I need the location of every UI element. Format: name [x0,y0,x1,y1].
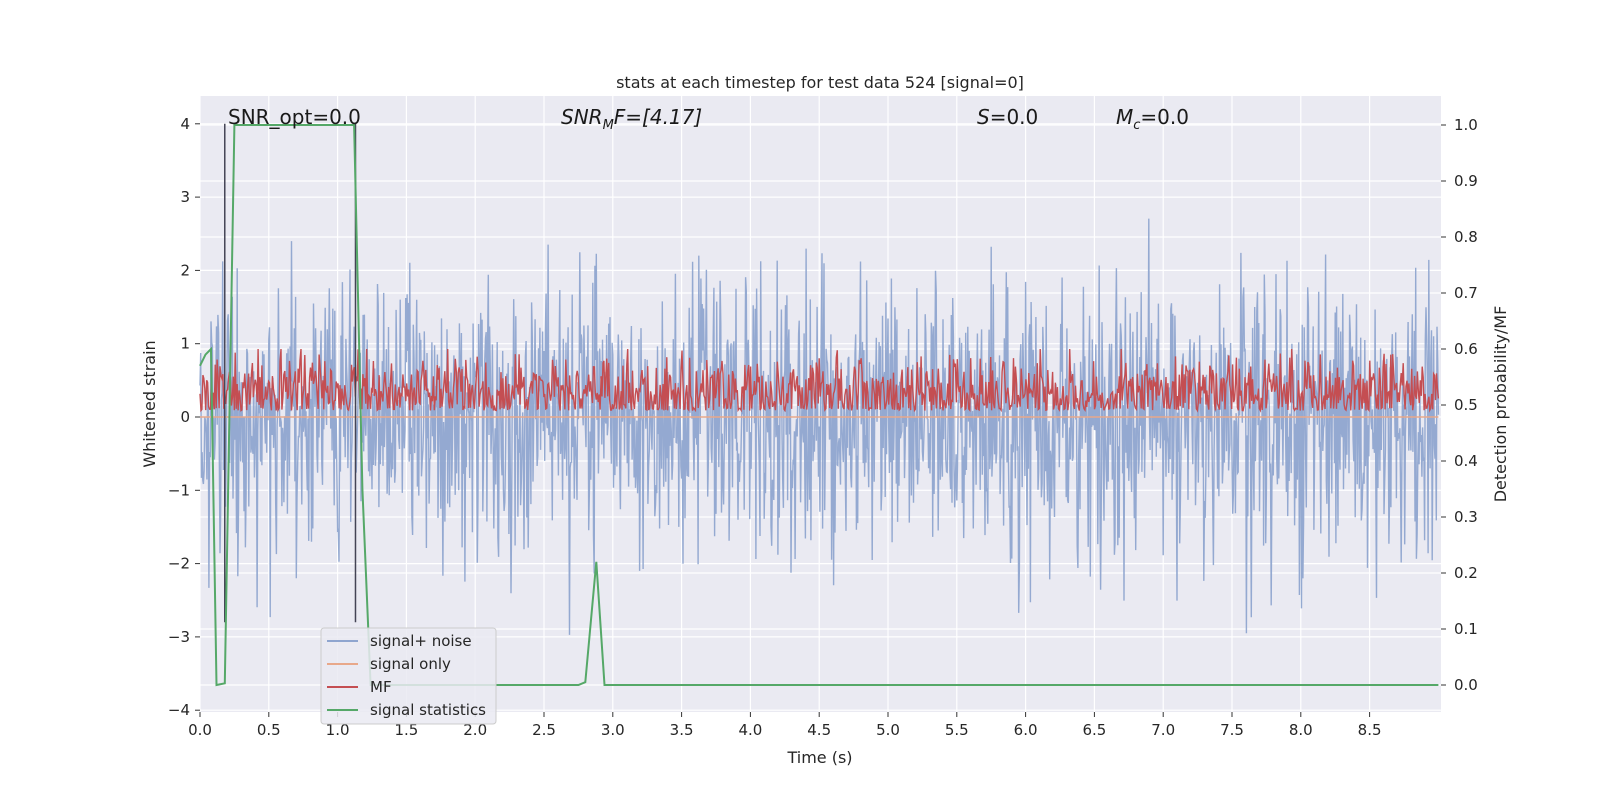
y-right-tick-label-10: 1.0 [1454,116,1478,134]
x-axis-ticks: 0.0 0.5 1.0 1.5 2.0 2.5 3.0 3.5 4.0 4.5 5.0 5.5 6.0 6… [188,712,1382,739]
x-tick-label-15: 7.5 [1220,721,1244,739]
mc-base: M [1116,105,1133,129]
y-right-tick-label-5: 0.5 [1454,396,1478,414]
x-tick-label-17: 8.5 [1358,721,1382,739]
snr-mf-annotation: SNRMF=[4.17] [561,105,702,133]
x-tick-label-11: 5.5 [945,721,969,739]
x-tick-label-4: 2.0 [463,721,487,739]
x-axis-label: Time (s) [786,748,852,767]
y-tick-label-3: −1 [168,481,190,499]
x-tick-label-3: 1.5 [394,721,418,739]
signal-statistics-line [199,124,1439,687]
legend: signal+ noise signal only MF signal stat… [320,627,497,725]
y-tick-label-7: 3 [180,188,190,206]
y-axis-ticks: −4 −3 −2 −1 0 1 2 3 4 [168,115,200,719]
snr-mf-subscript: M [603,118,614,133]
y-tick-label-4: 0 [180,408,190,426]
signal-statistics-series [199,124,1439,687]
x-tick-label-9: 4.5 [807,721,831,739]
y-tick-label-6: 2 [180,261,190,279]
x-tick-label-6: 3.0 [601,721,625,739]
y-tick-label-8: 4 [180,115,190,133]
y-tick-label-2: −2 [168,555,190,573]
mf-series [199,348,1440,413]
mc-rest: =0.0 [1140,105,1189,129]
legend-box [320,627,497,725]
x-tick-label-7: 3.5 [670,721,694,739]
s-base: S [977,105,990,129]
y-tick-label-0: −4 [168,701,190,719]
y-right-tick-label-6: 0.6 [1454,340,1478,358]
mc-subscript: c [1133,118,1140,133]
x-tick-label-5: 2.5 [532,721,556,739]
x-tick-label-2: 1.0 [326,721,350,739]
y-right-tick-label-1: 0.1 [1454,620,1478,638]
s-annotation: S=0.0 [977,105,1038,129]
signal-noise-line [199,218,1440,635]
legend-label-signal-only: signal only [370,655,451,673]
y-right-tick-label-9: 0.9 [1454,172,1478,190]
x-tick-label-10: 5.0 [876,721,900,739]
x-tick-label-0: 0.0 [188,721,212,739]
y-right-axis-ticks: 0.0 0.1 0.2 0.3 0.4 0.5 0.6 0.7 0.8 0.9 1.0 [1441,116,1478,694]
x-tick-label-1: 0.5 [257,721,281,739]
x-tick-label-12: 6.0 [1014,721,1038,739]
y-right-tick-label-2: 0.2 [1454,564,1478,582]
x-tick-label-13: 6.5 [1082,721,1106,739]
y-right-axis-label: Detection probability/MF [1491,306,1510,503]
y-right-tick-label-4: 0.4 [1454,452,1478,470]
signal-noise-series [199,218,1440,635]
y-right-tick-label-3: 0.3 [1454,508,1478,526]
snr-mf-base: SNR [561,105,603,129]
x-tick-label-16: 8.0 [1289,721,1313,739]
y-right-tick-label-7: 0.7 [1454,284,1478,302]
y-tick-label-1: −3 [168,628,190,646]
y-tick-label-5: 1 [180,335,190,353]
legend-label-signal-noise: signal+ noise [370,632,472,650]
legend-label-mf: MF [370,678,392,696]
snr-opt-annotation: SNR_opt=0.0 [228,105,361,129]
legend-label-signal-statistics: signal statistics [370,701,486,719]
y-right-tick-label-8: 0.8 [1454,228,1478,246]
chart-title: stats at each timestep for test data 524… [616,73,1024,92]
mc-annotation: Mc=0.0 [1116,105,1189,133]
mf-line [199,348,1440,413]
x-tick-label-8: 4.0 [738,721,762,739]
s-rest: =0.0 [990,105,1039,129]
snr-mf-rest: F=[4.17] [614,105,702,129]
y-axis-label: Whitened strain [140,340,159,467]
x-tick-label-14: 7.0 [1151,721,1175,739]
y-right-tick-label-0: 0.0 [1454,676,1478,694]
